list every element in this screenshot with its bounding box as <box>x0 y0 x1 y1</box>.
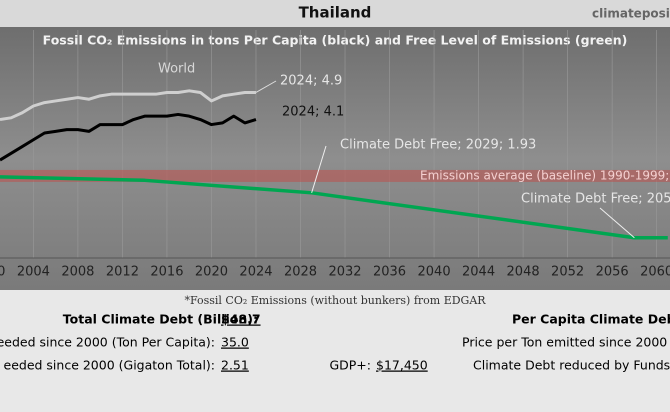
x-tick-label: 2060 <box>640 265 670 280</box>
x-tick-label: 2032 <box>328 265 361 280</box>
baseline-band <box>0 169 670 182</box>
leader <box>599 207 635 239</box>
x-tick-label: 2044 <box>462 265 495 280</box>
summary-bg <box>0 290 670 412</box>
summary-value: 2.51 <box>221 358 249 373</box>
x-tick-label: 2052 <box>551 265 584 280</box>
plot-bg <box>0 27 670 290</box>
x-tick-label: 2024 <box>239 265 272 280</box>
header-bg <box>0 0 670 27</box>
x-tick-label: 2008 <box>61 265 94 280</box>
summary-value: $48.7 <box>221 312 261 327</box>
line-series <box>0 89 256 121</box>
summary-label: Price per Ton emitted since 2000 <box>462 335 667 350</box>
summary-value: 35.0 <box>221 335 249 350</box>
x-tick-label: 2040 <box>418 265 451 280</box>
baseline-label: Emissions average (baseline) 1990-1999; … <box>420 168 670 182</box>
watermark: climatepositi <box>592 7 670 21</box>
annotation: 2024; 4.1 <box>282 105 344 120</box>
x-tick-label: 2012 <box>106 265 139 280</box>
x-tick-label: 2020 <box>195 265 228 280</box>
subtitle: Fossil CO₂ Emissions in tons Per Capita … <box>43 33 628 48</box>
summary-label: eeded since 2000 (Gigaton Total): <box>4 358 216 373</box>
annotation: Climate Debt Free; 2029; 1.93 <box>340 138 536 153</box>
leader <box>255 80 277 93</box>
summary-value: $17,450 <box>376 358 428 373</box>
chart-title: Thailand <box>299 4 372 22</box>
x-tick-label: 2000 <box>0 265 5 280</box>
annotation: Climate Debt Free; 205 <box>521 192 670 207</box>
x-tick-label: 2028 <box>284 265 317 280</box>
summary-label: Per Capita Climate Debt <box>512 312 670 327</box>
x-tick-label: 2036 <box>373 265 406 280</box>
summary-label: Climate Debt reduced by Funds <box>473 358 670 373</box>
leader <box>311 145 327 193</box>
x-tick-label: 2056 <box>596 265 629 280</box>
x-tick-label: 2048 <box>507 265 540 280</box>
legend-label: World <box>158 62 195 77</box>
x-tick-label: 2016 <box>150 265 183 280</box>
footnote: *Fossil CO₂ Emissions (without bunkers) … <box>184 294 486 307</box>
line-series <box>0 175 668 240</box>
annotation: 2024; 4.9 <box>280 74 342 89</box>
summary-label: eeded since 2000 (Ton Per Capita): <box>0 335 215 350</box>
x-tick-label: 2004 <box>17 265 50 280</box>
summary-label: GDP+: <box>329 358 371 373</box>
summary-label: Total Climate Debt (Billion): <box>63 312 258 327</box>
line-series <box>0 112 257 162</box>
